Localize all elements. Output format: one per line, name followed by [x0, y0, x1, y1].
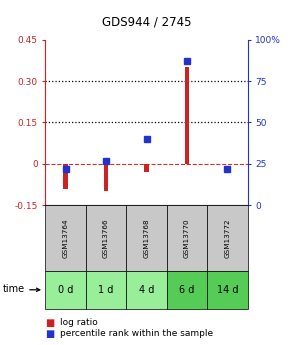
Text: percentile rank within the sample: percentile rank within the sample — [60, 329, 213, 338]
Bar — [63, 164, 68, 189]
Text: log ratio: log ratio — [60, 318, 98, 327]
Text: GDS944 / 2745: GDS944 / 2745 — [102, 16, 191, 29]
Text: GSM13770: GSM13770 — [184, 218, 190, 258]
Text: 14 d: 14 d — [217, 285, 238, 295]
Text: 0 d: 0 d — [58, 285, 73, 295]
Bar — [185, 67, 189, 164]
Text: time: time — [3, 284, 25, 294]
Text: 4 d: 4 d — [139, 285, 154, 295]
Text: ■: ■ — [45, 329, 55, 339]
Text: GSM13766: GSM13766 — [103, 218, 109, 258]
Bar — [144, 164, 149, 172]
Text: 1 d: 1 d — [98, 285, 114, 295]
Text: GSM13764: GSM13764 — [63, 218, 69, 258]
Text: ■: ■ — [45, 318, 55, 327]
Text: 6 d: 6 d — [179, 285, 195, 295]
Text: GSM13768: GSM13768 — [144, 218, 149, 258]
Text: GSM13772: GSM13772 — [224, 218, 230, 258]
Bar — [104, 164, 108, 191]
